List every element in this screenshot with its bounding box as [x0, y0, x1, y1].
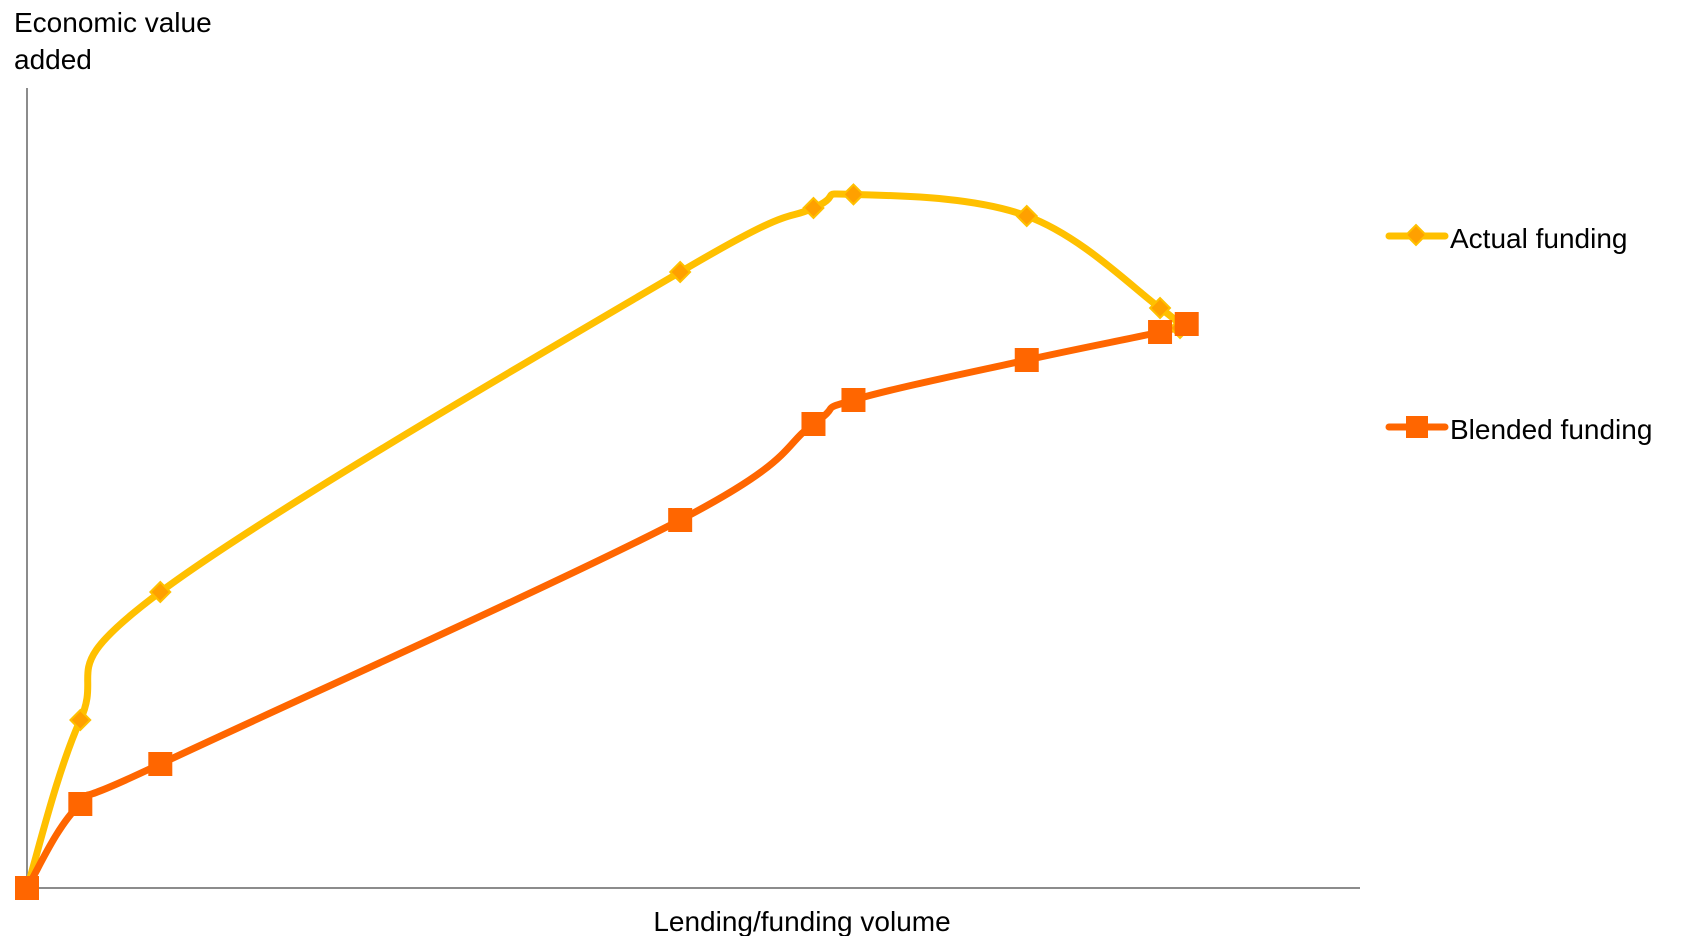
y-axis-title-line2: added: [14, 44, 92, 75]
data-point-blended-funding-4: [801, 412, 826, 436]
series-layer: [15, 183, 1199, 900]
data-point-blended-funding-5: [841, 388, 866, 412]
y-axis-title-line1: Economic value: [14, 7, 212, 38]
legend-marker-blended-funding: [1406, 416, 1428, 438]
legend-item-actual-funding: Actual funding: [1385, 223, 1627, 254]
series-line-actual-funding: [23, 190, 1184, 892]
x-axis-title: Lending/funding volume: [653, 906, 950, 936]
data-point-actual-funding-4: [802, 196, 825, 220]
legend-marker-actual-funding: [1404, 223, 1428, 247]
data-point-blended-funding-1: [68, 792, 93, 816]
legend-label-blended-funding: Blended funding: [1450, 414, 1652, 445]
data-point-actual-funding-2: [148, 580, 172, 604]
data-point-actual-funding-1: [69, 708, 92, 732]
data-point-actual-funding-5: [842, 183, 865, 206]
legend: Actual funding Blended funding: [1385, 223, 1652, 445]
data-point-actual-funding-3: [668, 260, 692, 284]
data-point-blended-funding-3: [668, 508, 693, 532]
data-point-blended-funding-6: [1014, 348, 1039, 372]
legend-label-actual-funding: Actual funding: [1450, 223, 1627, 254]
data-point-actual-funding-7: [1148, 296, 1172, 320]
series-line-blended-funding: [23, 320, 1191, 892]
data-point-blended-funding-8: [1174, 312, 1199, 336]
data-point-blended-funding-0: [15, 876, 39, 900]
legend-item-blended-funding: Blended funding: [1385, 414, 1652, 445]
data-point-blended-funding-7: [1148, 320, 1173, 344]
data-point-actual-funding-6: [1015, 204, 1039, 228]
data-point-blended-funding-2: [148, 752, 173, 776]
